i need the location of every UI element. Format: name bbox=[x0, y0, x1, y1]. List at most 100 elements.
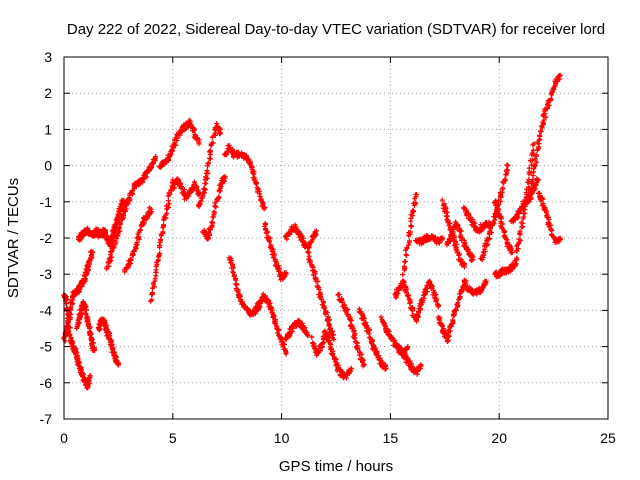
data-point bbox=[407, 299, 413, 305]
x-tick-label: 10 bbox=[274, 430, 290, 446]
data-point bbox=[87, 373, 93, 379]
data-point bbox=[352, 335, 358, 341]
data-point bbox=[201, 190, 207, 196]
series-arc-18 bbox=[282, 222, 319, 251]
data-point bbox=[405, 292, 411, 298]
data-point bbox=[442, 206, 448, 212]
data-point bbox=[532, 156, 538, 162]
series-arc-19 bbox=[282, 317, 311, 342]
data-point bbox=[348, 365, 354, 371]
data-point bbox=[518, 207, 524, 213]
y-tick-label: -5 bbox=[40, 339, 53, 355]
data-point bbox=[407, 238, 413, 244]
series-arc-23 bbox=[335, 291, 367, 369]
data-point bbox=[405, 344, 411, 350]
data-point bbox=[197, 201, 203, 207]
data-point bbox=[348, 318, 354, 324]
data-point bbox=[407, 229, 413, 235]
data-point bbox=[76, 360, 82, 366]
data-point bbox=[418, 362, 424, 368]
data-point bbox=[533, 163, 539, 169]
data-point bbox=[188, 122, 194, 128]
data-point bbox=[117, 221, 123, 227]
data-point bbox=[67, 332, 73, 338]
data-point bbox=[204, 168, 210, 174]
data-point bbox=[283, 271, 289, 277]
data-point bbox=[359, 351, 365, 357]
data-point bbox=[281, 341, 287, 347]
data-point bbox=[178, 184, 184, 190]
data-point bbox=[165, 198, 171, 204]
data-point bbox=[166, 190, 172, 196]
data-point bbox=[205, 170, 211, 176]
data-point bbox=[122, 269, 128, 275]
data-point bbox=[312, 270, 318, 276]
data-point bbox=[87, 332, 93, 338]
data-point bbox=[115, 362, 121, 368]
data-point bbox=[150, 280, 156, 286]
data-point bbox=[68, 305, 74, 311]
data-point bbox=[456, 251, 462, 257]
series-arc-28 bbox=[396, 343, 424, 377]
data-point bbox=[207, 148, 213, 154]
series-arc-41 bbox=[526, 72, 563, 205]
data-point bbox=[211, 209, 217, 215]
data-points bbox=[61, 72, 563, 391]
data-point bbox=[520, 220, 526, 226]
data-point bbox=[540, 196, 546, 202]
data-point bbox=[262, 223, 268, 229]
series-arc-9 bbox=[148, 177, 176, 304]
data-point bbox=[420, 238, 426, 244]
data-point bbox=[557, 72, 563, 78]
data-point bbox=[271, 253, 277, 259]
y-tick-label: -3 bbox=[40, 266, 53, 282]
data-point bbox=[500, 185, 506, 191]
data-point bbox=[114, 229, 120, 235]
data-point bbox=[181, 189, 187, 195]
data-point bbox=[435, 304, 441, 310]
data-point bbox=[207, 156, 213, 162]
data-point bbox=[531, 141, 537, 147]
data-point bbox=[272, 319, 278, 325]
y-tick-label: -1 bbox=[40, 194, 53, 210]
data-point bbox=[309, 334, 315, 340]
data-point bbox=[544, 106, 550, 112]
data-point bbox=[436, 317, 442, 323]
data-point bbox=[204, 176, 210, 182]
data-point bbox=[528, 188, 534, 194]
data-point bbox=[483, 278, 489, 284]
data-point bbox=[453, 239, 459, 245]
data-point bbox=[230, 270, 236, 276]
series-arc-16 bbox=[252, 291, 289, 357]
series-arc-42 bbox=[535, 190, 563, 245]
data-point bbox=[196, 192, 202, 198]
data-point bbox=[128, 257, 134, 263]
y-tick-label: 2 bbox=[44, 85, 52, 101]
data-point bbox=[276, 327, 282, 333]
data-point bbox=[516, 241, 522, 247]
data-point bbox=[466, 212, 472, 218]
data-point bbox=[210, 140, 216, 146]
series-arc-20 bbox=[305, 248, 337, 342]
series-arc-35 bbox=[461, 277, 489, 297]
series-arc-39 bbox=[508, 176, 541, 225]
series-arc-33 bbox=[444, 219, 476, 264]
data-point bbox=[404, 252, 410, 258]
data-point bbox=[557, 235, 563, 241]
x-tick-labels: 0 5 10 15 20 25 bbox=[60, 430, 616, 446]
data-point bbox=[218, 130, 224, 136]
data-point bbox=[526, 184, 532, 190]
data-point bbox=[360, 311, 366, 317]
data-point bbox=[279, 275, 285, 281]
series-arc-6 bbox=[75, 225, 109, 243]
series-arc-13 bbox=[200, 173, 228, 242]
data-point bbox=[207, 232, 213, 238]
data-point bbox=[509, 249, 515, 255]
data-point bbox=[191, 128, 197, 134]
series-arc-26 bbox=[392, 278, 420, 324]
data-point bbox=[402, 259, 408, 265]
data-point bbox=[526, 165, 532, 171]
data-point bbox=[447, 236, 453, 242]
series-arc-24 bbox=[356, 306, 389, 372]
data-point bbox=[89, 249, 95, 255]
